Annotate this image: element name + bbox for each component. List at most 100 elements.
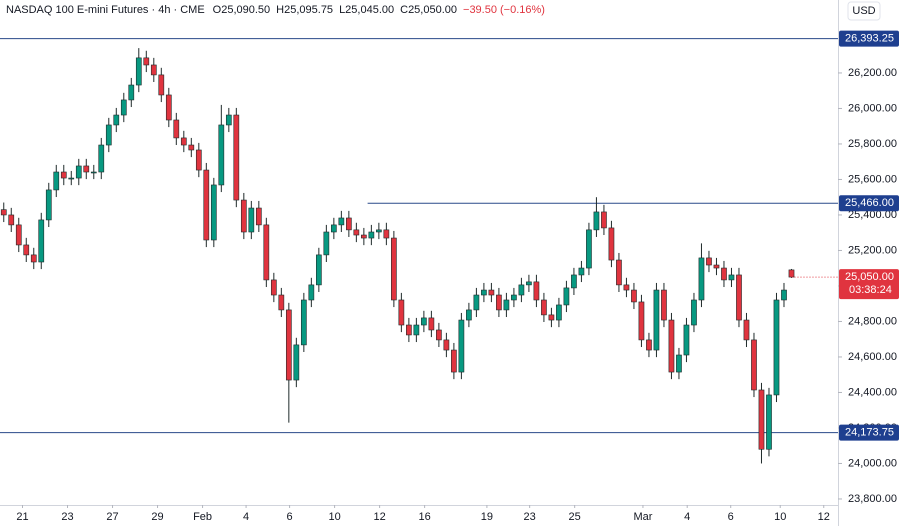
candle-body xyxy=(653,289,660,351)
candle-body xyxy=(541,299,547,316)
candle-body xyxy=(233,114,240,201)
candle-body xyxy=(683,324,690,356)
x-tick-label: 21 xyxy=(16,511,28,523)
candle-body xyxy=(15,224,22,246)
ohlc-value: C25,050.00 xyxy=(400,4,457,16)
candle-body xyxy=(346,217,352,231)
price-label: 26,393.25 xyxy=(845,33,894,45)
candle-body xyxy=(466,309,472,321)
candle-body xyxy=(646,339,652,351)
y-tick-label: 25,800.00 xyxy=(848,138,897,150)
y-tick-label: 25,600.00 xyxy=(848,173,897,185)
y-tick-label: 23,800.00 xyxy=(848,493,897,505)
price-label: 25,466.00 xyxy=(845,197,894,209)
y-tick-label: 26,200.00 xyxy=(848,67,897,79)
candle-body xyxy=(105,124,112,146)
candle-body xyxy=(488,289,495,296)
candle-body xyxy=(676,354,682,373)
candle-body xyxy=(38,219,45,263)
candle-body xyxy=(518,284,525,296)
x-tick-label: 12 xyxy=(373,511,385,523)
candle-body xyxy=(278,294,285,311)
candle-body xyxy=(143,57,150,66)
candle-body xyxy=(706,257,712,266)
candle-body xyxy=(443,339,450,351)
candle-body xyxy=(45,189,52,221)
plot-area: 23,800.0024,000.0024,200.0024,400.0024,6… xyxy=(0,38,897,523)
ohlc-value: H25,095.75 xyxy=(276,4,333,16)
y-tick-label: 25,200.00 xyxy=(848,244,897,256)
candle-body xyxy=(225,114,232,126)
candle-body xyxy=(451,349,457,373)
price-label-box xyxy=(839,195,899,212)
candle-body xyxy=(556,304,562,321)
x-tick-label: 12 xyxy=(818,511,830,523)
candle-body xyxy=(661,289,667,321)
candle-body xyxy=(83,165,90,173)
candle-body xyxy=(398,299,405,326)
candle-body xyxy=(631,289,637,303)
x-tick-label: 25 xyxy=(569,511,581,523)
y-tick-label: 25,400.00 xyxy=(848,209,897,221)
price-label: 24,173.75 xyxy=(845,427,894,439)
candle-body xyxy=(781,289,787,301)
candle-body xyxy=(173,119,180,139)
candle-body xyxy=(608,227,615,261)
candle-body xyxy=(361,234,367,239)
candle-body xyxy=(30,254,37,263)
candle-body xyxy=(788,269,795,278)
candle-body xyxy=(270,279,277,296)
candle-body xyxy=(195,149,202,171)
candle-body xyxy=(698,257,705,301)
candle-body xyxy=(383,229,390,239)
x-tick-label: 4 xyxy=(243,511,249,523)
candle-body xyxy=(75,165,82,179)
candle-body xyxy=(255,207,262,226)
x-tick-label: 29 xyxy=(151,511,163,523)
candle-body xyxy=(391,237,397,301)
candle-body xyxy=(503,299,510,311)
candle-body xyxy=(135,57,142,86)
candle-body xyxy=(338,217,345,226)
candle-body xyxy=(330,224,337,233)
currency[interactable]: USD xyxy=(852,5,875,17)
x-tick-label: 10 xyxy=(328,511,340,523)
candle-body xyxy=(150,64,157,76)
y-tick-label: 24,000.00 xyxy=(848,457,897,469)
candle-body xyxy=(218,124,225,186)
candle-body xyxy=(376,229,382,233)
y-tick-label: 24,600.00 xyxy=(848,351,897,363)
candle-body xyxy=(315,254,322,286)
x-tick-label: Feb xyxy=(193,511,212,523)
candle-body xyxy=(511,294,517,301)
candle-body xyxy=(23,244,30,256)
candle-body xyxy=(248,207,255,233)
candle-body xyxy=(601,211,607,229)
last-price-box xyxy=(839,269,899,300)
candle-body xyxy=(240,199,247,233)
candle-body xyxy=(668,319,675,373)
candle-body xyxy=(165,94,172,121)
ohlc-value: L25,045.00 xyxy=(339,4,394,16)
x-tick-label: 27 xyxy=(106,511,118,523)
candle-body xyxy=(263,224,270,281)
candle-body xyxy=(571,274,577,289)
x-tick-label: 6 xyxy=(287,511,293,523)
candle-body xyxy=(428,317,435,331)
candle-body xyxy=(188,144,195,151)
ohlc-value: O25,090.50 xyxy=(213,4,271,16)
currency-box[interactable] xyxy=(847,1,881,21)
candle-body xyxy=(691,299,697,326)
candle-body xyxy=(593,211,600,231)
x-tick-label: 23 xyxy=(524,511,536,523)
candle-body xyxy=(120,99,127,116)
candle-body xyxy=(623,284,630,291)
candle-body xyxy=(713,264,720,269)
candle-body xyxy=(638,301,645,341)
candle-body xyxy=(751,339,757,391)
countdown: 03:38:24 xyxy=(849,284,892,296)
y-tick-label: 24,400.00 xyxy=(848,386,897,398)
candle-body xyxy=(308,284,315,301)
